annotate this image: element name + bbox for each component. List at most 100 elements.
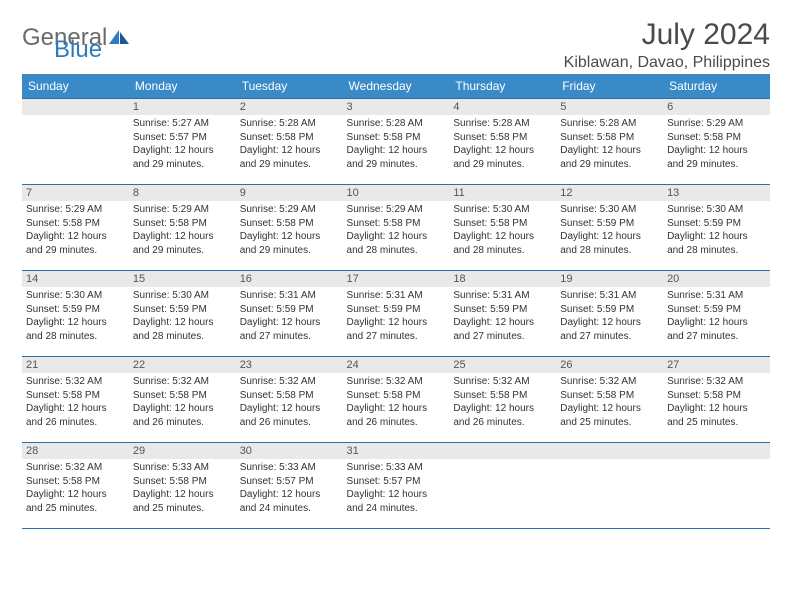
daylight-text: Daylight: 12 hours and 24 minutes.	[240, 488, 339, 515]
day-number: 15	[129, 271, 236, 287]
day-number: 23	[236, 357, 343, 373]
day-number: 22	[129, 357, 236, 373]
daylight-text: Daylight: 12 hours and 29 minutes.	[240, 230, 339, 257]
calendar-day-cell: 23Sunrise: 5:32 AMSunset: 5:58 PMDayligh…	[236, 357, 343, 443]
title-block: July 2024 Kiblawan, Davao, Philippines	[564, 18, 770, 72]
day-body: Sunrise: 5:30 AMSunset: 5:59 PMDaylight:…	[663, 201, 770, 261]
calendar-day-cell: 17Sunrise: 5:31 AMSunset: 5:59 PMDayligh…	[343, 271, 450, 357]
day-body: Sunrise: 5:31 AMSunset: 5:59 PMDaylight:…	[556, 287, 663, 347]
daylight-text: Daylight: 12 hours and 25 minutes.	[667, 402, 766, 429]
calendar-day-cell: 11Sunrise: 5:30 AMSunset: 5:58 PMDayligh…	[449, 185, 556, 271]
calendar-day-cell: 10Sunrise: 5:29 AMSunset: 5:58 PMDayligh…	[343, 185, 450, 271]
sunset-text: Sunset: 5:58 PM	[240, 389, 339, 403]
day-number: 17	[343, 271, 450, 287]
calendar-week-row: 21Sunrise: 5:32 AMSunset: 5:58 PMDayligh…	[22, 357, 770, 443]
weekday-header: Saturday	[663, 74, 770, 99]
daylight-text: Daylight: 12 hours and 25 minutes.	[560, 402, 659, 429]
day-body: Sunrise: 5:32 AMSunset: 5:58 PMDaylight:…	[449, 373, 556, 433]
sunrise-text: Sunrise: 5:29 AM	[667, 117, 766, 131]
sunset-text: Sunset: 5:58 PM	[347, 389, 446, 403]
sunrise-text: Sunrise: 5:27 AM	[133, 117, 232, 131]
sunrise-text: Sunrise: 5:30 AM	[133, 289, 232, 303]
daylight-text: Daylight: 12 hours and 28 minutes.	[667, 230, 766, 257]
calendar-week-row: 14Sunrise: 5:30 AMSunset: 5:59 PMDayligh…	[22, 271, 770, 357]
daylight-text: Daylight: 12 hours and 29 minutes.	[667, 144, 766, 171]
sunset-text: Sunset: 5:58 PM	[240, 131, 339, 145]
day-body: Sunrise: 5:29 AMSunset: 5:58 PMDaylight:…	[236, 201, 343, 261]
sunrise-text: Sunrise: 5:29 AM	[26, 203, 125, 217]
sunrise-text: Sunrise: 5:29 AM	[240, 203, 339, 217]
calendar-day-cell: 28Sunrise: 5:32 AMSunset: 5:58 PMDayligh…	[22, 443, 129, 529]
day-body: Sunrise: 5:30 AMSunset: 5:59 PMDaylight:…	[556, 201, 663, 261]
daylight-text: Daylight: 12 hours and 27 minutes.	[453, 316, 552, 343]
sunset-text: Sunset: 5:59 PM	[240, 303, 339, 317]
day-number: 14	[22, 271, 129, 287]
sunset-text: Sunset: 5:58 PM	[667, 131, 766, 145]
day-number: 9	[236, 185, 343, 201]
sunrise-text: Sunrise: 5:33 AM	[133, 461, 232, 475]
day-body: Sunrise: 5:29 AMSunset: 5:58 PMDaylight:…	[22, 201, 129, 261]
day-number: 28	[22, 443, 129, 459]
daylight-text: Daylight: 12 hours and 25 minutes.	[26, 488, 125, 515]
day-number: 11	[449, 185, 556, 201]
calendar-day-cell: 5Sunrise: 5:28 AMSunset: 5:58 PMDaylight…	[556, 99, 663, 185]
daylight-text: Daylight: 12 hours and 29 minutes.	[347, 144, 446, 171]
day-body: Sunrise: 5:32 AMSunset: 5:58 PMDaylight:…	[22, 373, 129, 433]
calendar-table: SundayMondayTuesdayWednesdayThursdayFrid…	[22, 74, 770, 529]
calendar-day-cell: 1Sunrise: 5:27 AMSunset: 5:57 PMDaylight…	[129, 99, 236, 185]
daylight-text: Daylight: 12 hours and 27 minutes.	[560, 316, 659, 343]
day-body: Sunrise: 5:33 AMSunset: 5:57 PMDaylight:…	[343, 459, 450, 519]
day-body: Sunrise: 5:28 AMSunset: 5:58 PMDaylight:…	[556, 115, 663, 175]
calendar-day-cell: 15Sunrise: 5:30 AMSunset: 5:59 PMDayligh…	[129, 271, 236, 357]
calendar-day-cell	[663, 443, 770, 529]
daylight-text: Daylight: 12 hours and 29 minutes.	[560, 144, 659, 171]
sunset-text: Sunset: 5:59 PM	[133, 303, 232, 317]
day-body: Sunrise: 5:33 AMSunset: 5:58 PMDaylight:…	[129, 459, 236, 519]
sunrise-text: Sunrise: 5:30 AM	[453, 203, 552, 217]
calendar-day-cell: 3Sunrise: 5:28 AMSunset: 5:58 PMDaylight…	[343, 99, 450, 185]
daylight-text: Daylight: 12 hours and 24 minutes.	[347, 488, 446, 515]
sunrise-text: Sunrise: 5:31 AM	[667, 289, 766, 303]
daylight-text: Daylight: 12 hours and 26 minutes.	[133, 402, 232, 429]
sunrise-text: Sunrise: 5:28 AM	[560, 117, 659, 131]
sunrise-text: Sunrise: 5:32 AM	[560, 375, 659, 389]
daylight-text: Daylight: 12 hours and 29 minutes.	[26, 230, 125, 257]
sunrise-text: Sunrise: 5:28 AM	[347, 117, 446, 131]
weekday-header: Wednesday	[343, 74, 450, 99]
day-number: 2	[236, 99, 343, 115]
day-body: Sunrise: 5:31 AMSunset: 5:59 PMDaylight:…	[236, 287, 343, 347]
sunset-text: Sunset: 5:58 PM	[453, 217, 552, 231]
calendar-day-cell: 18Sunrise: 5:31 AMSunset: 5:59 PMDayligh…	[449, 271, 556, 357]
weekday-header: Monday	[129, 74, 236, 99]
day-number: 26	[556, 357, 663, 373]
sunset-text: Sunset: 5:59 PM	[26, 303, 125, 317]
day-number: 18	[449, 271, 556, 287]
day-number: 30	[236, 443, 343, 459]
day-body: Sunrise: 5:27 AMSunset: 5:57 PMDaylight:…	[129, 115, 236, 175]
sunset-text: Sunset: 5:58 PM	[453, 131, 552, 145]
calendar-day-cell: 2Sunrise: 5:28 AMSunset: 5:58 PMDaylight…	[236, 99, 343, 185]
calendar-week-row: 1Sunrise: 5:27 AMSunset: 5:57 PMDaylight…	[22, 99, 770, 185]
sunrise-text: Sunrise: 5:29 AM	[347, 203, 446, 217]
logo-word2: Blue	[54, 36, 102, 63]
sunrise-text: Sunrise: 5:31 AM	[240, 289, 339, 303]
logo-sail-icon	[109, 30, 131, 46]
calendar-day-cell: 31Sunrise: 5:33 AMSunset: 5:57 PMDayligh…	[343, 443, 450, 529]
daylight-text: Daylight: 12 hours and 27 minutes.	[667, 316, 766, 343]
calendar-day-cell: 30Sunrise: 5:33 AMSunset: 5:57 PMDayligh…	[236, 443, 343, 529]
day-body: Sunrise: 5:32 AMSunset: 5:58 PMDaylight:…	[556, 373, 663, 433]
daylight-text: Daylight: 12 hours and 27 minutes.	[240, 316, 339, 343]
sunset-text: Sunset: 5:59 PM	[667, 217, 766, 231]
empty-day-header	[663, 443, 770, 459]
sunrise-text: Sunrise: 5:30 AM	[26, 289, 125, 303]
sunrise-text: Sunrise: 5:32 AM	[133, 375, 232, 389]
weekday-header: Friday	[556, 74, 663, 99]
sunset-text: Sunset: 5:59 PM	[560, 303, 659, 317]
sunrise-text: Sunrise: 5:31 AM	[453, 289, 552, 303]
day-body: Sunrise: 5:28 AMSunset: 5:58 PMDaylight:…	[343, 115, 450, 175]
daylight-text: Daylight: 12 hours and 26 minutes.	[453, 402, 552, 429]
day-number: 6	[663, 99, 770, 115]
day-number: 1	[129, 99, 236, 115]
sunrise-text: Sunrise: 5:32 AM	[240, 375, 339, 389]
sunset-text: Sunset: 5:58 PM	[453, 389, 552, 403]
